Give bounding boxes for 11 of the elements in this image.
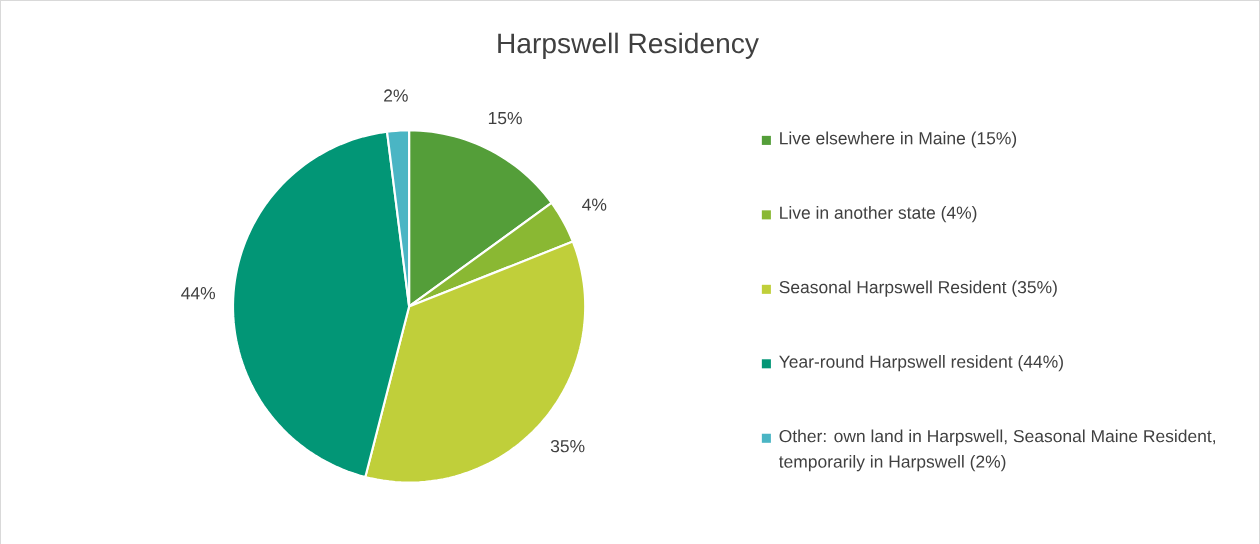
legend-label: Seasonal Harpswell Resident (35%) bbox=[779, 280, 1057, 297]
data-label: 44% bbox=[181, 286, 216, 300]
legend-label: Year-round Harpswell resident (44%) bbox=[779, 354, 1063, 372]
legend-label: Other: own land in Harpswell, Seasonal Maine Resident, temporarily in Harpswell (2%) bbox=[778, 429, 1215, 472]
data-label: 15% bbox=[488, 111, 522, 125]
chart-title: Harpswell Residency bbox=[498, 32, 759, 59]
legend-label: Live in another state (4%) bbox=[780, 205, 977, 223]
data-label: 35% bbox=[550, 439, 585, 453]
data-label: 4% bbox=[582, 198, 607, 211]
data-label: 2% bbox=[384, 89, 408, 102]
legend-label: Live elsewhere in Maine (15%) bbox=[780, 131, 1017, 148]
